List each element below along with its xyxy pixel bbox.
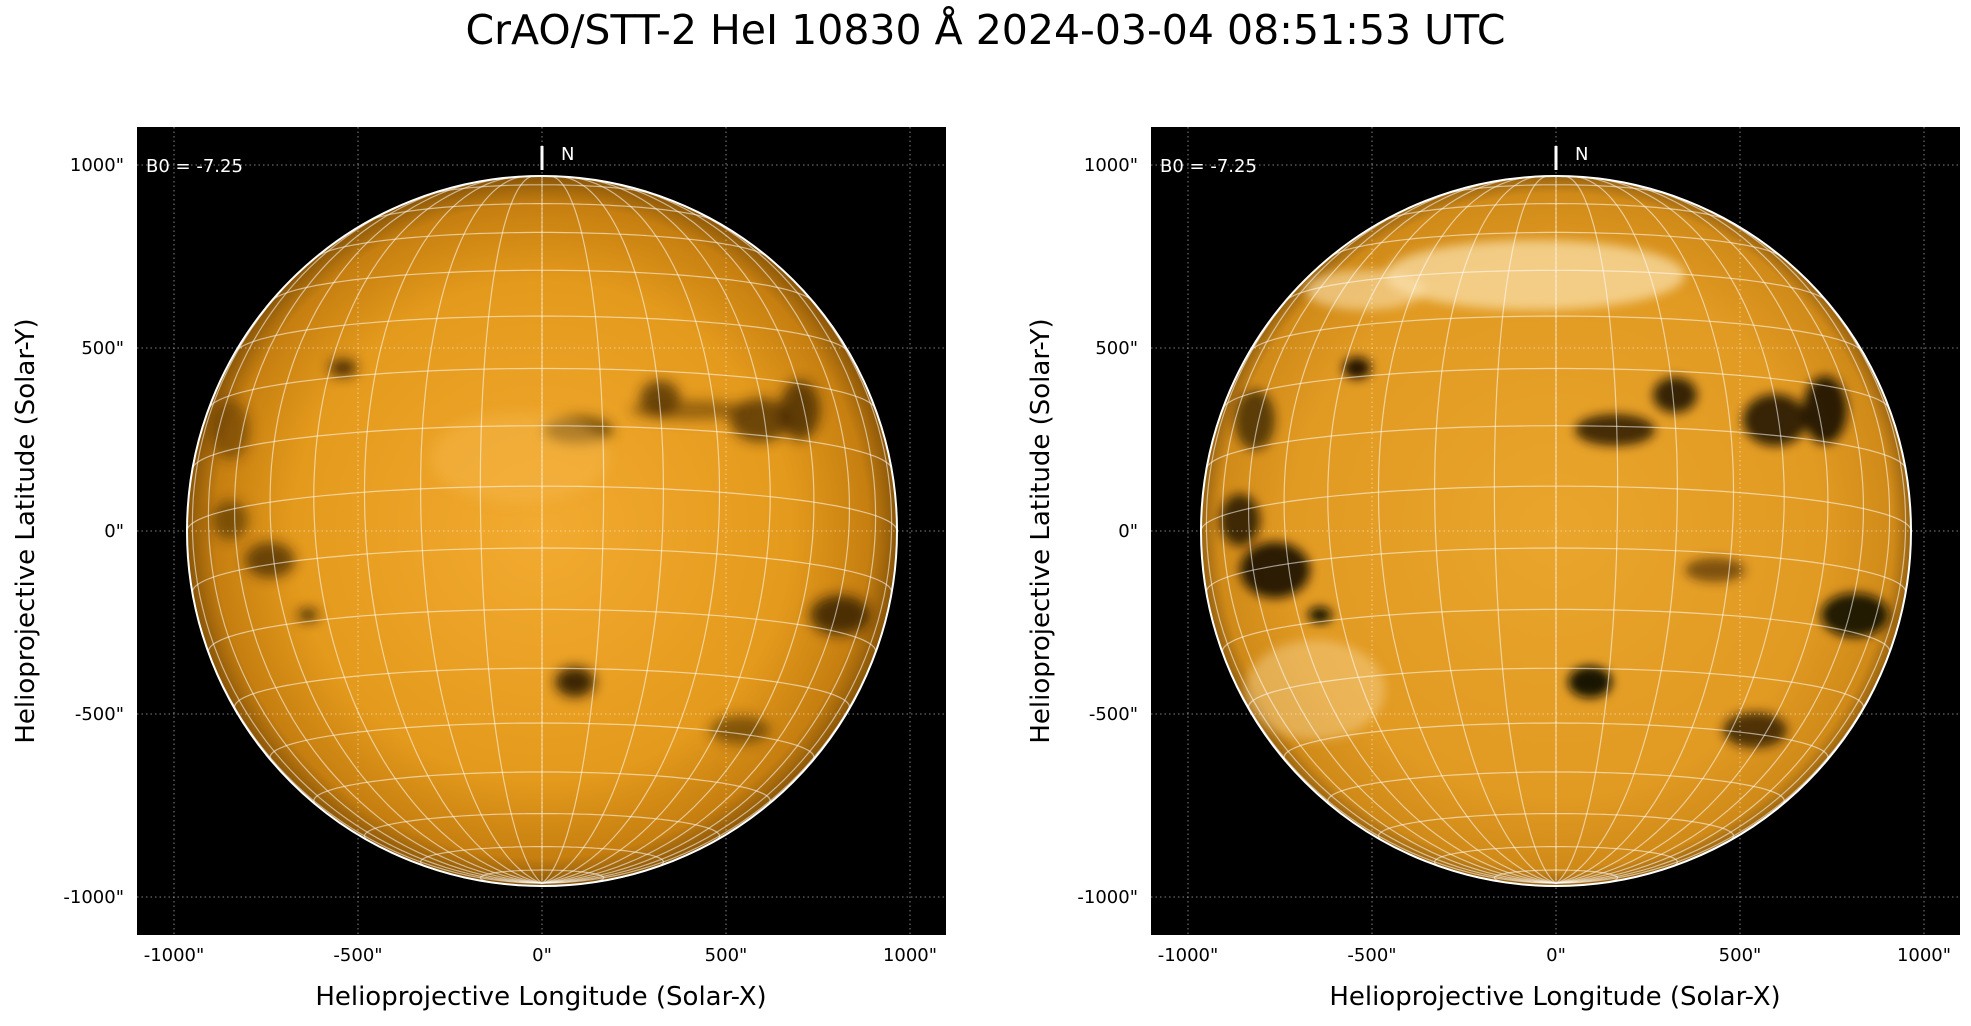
x-tick-label: 0" (532, 945, 552, 966)
x-tick-label: -500" (333, 945, 382, 966)
grid-line (191, 547, 893, 593)
y-tick-label: 0" (104, 521, 124, 542)
grid-line (1222, 367, 1890, 408)
grid-line (191, 248, 543, 884)
grid-line (1327, 177, 1557, 884)
grid-line (1330, 231, 1782, 257)
grid-line (541, 248, 893, 884)
grid-line (233, 185, 543, 884)
grid-line (541, 198, 877, 884)
y-tick-label: 500" (81, 338, 124, 359)
x-axis-label: Helioprojective Longitude (Solar-X) (1329, 982, 1780, 1012)
grid-line (207, 198, 543, 884)
y-tick-label: 1000" (1084, 155, 1138, 176)
b0-label: B0 = -7.25 (1160, 156, 1257, 177)
grid-line (541, 177, 771, 884)
grid-line (1555, 177, 1785, 884)
grid-line (272, 269, 812, 301)
x-axis: -1000" -500" 0" 500" 1000" (144, 945, 937, 966)
y-tick-label: 1000" (70, 155, 124, 176)
y-tick-label: 0" (1118, 521, 1138, 542)
grid-line (419, 846, 665, 868)
north-label: N (1575, 144, 1588, 165)
x-tick-label: 0" (1546, 945, 1566, 966)
x-axis-label: Helioprojective Longitude (Solar-X) (315, 982, 766, 1012)
grid-line (316, 231, 768, 257)
b0-label: B0 = -7.25 (146, 156, 243, 177)
solar-image-panel-right: N B0 = -7.25 1000" 500" 0" -500" -1000" … (1026, 127, 1960, 1012)
x-tick-label: -1000" (144, 945, 205, 966)
x-tick-label: 1000" (883, 945, 937, 966)
figure-title: CrAO/STT-2 HeI 10830 Å 2024-03-04 08:51:… (465, 6, 1506, 54)
grid-line (479, 176, 543, 884)
grid-line (1555, 176, 1679, 884)
grid-line (1247, 185, 1557, 884)
grid-line (1205, 248, 1557, 884)
grid-line (1433, 176, 1557, 884)
grid-line (1201, 485, 1911, 532)
grid-line (269, 722, 815, 762)
solar-image-panel-left: N B0 = -7.25 1000" 500" 0" -500" -1000" … (11, 127, 946, 1012)
grid-line (1205, 547, 1907, 593)
y-axis-label: Helioprojective Latitude (Solar-Y) (11, 318, 41, 743)
y-tick-label: 500" (1095, 338, 1138, 359)
x-tick-label: 1000" (1897, 945, 1951, 966)
x-axis: -1000" -500" 0" 500" 1000" (1158, 945, 1951, 966)
grid-line (419, 176, 543, 884)
grid-line (192, 425, 892, 469)
grid-line (208, 367, 876, 408)
grid-line (1283, 722, 1829, 762)
grid-line (1555, 248, 1907, 884)
grid-line (1206, 425, 1906, 469)
grid-line (1433, 846, 1679, 868)
x-tick-label: -1000" (1158, 945, 1219, 966)
grid-line (541, 176, 665, 884)
grid-line (1286, 269, 1826, 301)
grid-line (313, 177, 543, 884)
grid-line (1221, 198, 1557, 884)
grid-line (1377, 176, 1557, 884)
y-axis: 1000" 500" 0" -500" -1000" (63, 155, 124, 908)
grid-line (541, 176, 721, 884)
grid-line (429, 184, 655, 195)
x-tick-label: 500" (705, 945, 748, 966)
x-tick-label: -500" (1347, 945, 1396, 966)
y-axis-label: Helioprojective Latitude (Solar-Y) (1026, 318, 1056, 743)
y-tick-label: -1000" (1077, 887, 1138, 908)
y-tick-label: -500" (1089, 704, 1138, 725)
dark-filaments (1220, 240, 1889, 748)
grid-line (363, 176, 543, 884)
grid-line (1555, 185, 1865, 884)
grid-line (1555, 176, 1735, 884)
y-tick-label: -500" (75, 704, 124, 725)
grid-line (1555, 176, 1619, 884)
grid-line (1555, 198, 1891, 884)
grid-line (363, 813, 721, 842)
grid-line (541, 185, 851, 884)
x-tick-label: 500" (1719, 945, 1762, 966)
grid-line (1493, 176, 1557, 884)
grid-line (1443, 184, 1669, 195)
y-axis: 1000" 500" 0" -500" -1000" (1077, 155, 1138, 908)
north-label: N (561, 144, 574, 165)
grid-line (541, 176, 605, 884)
grid-line (1377, 813, 1735, 842)
grid-line (187, 485, 897, 532)
y-tick-label: -1000" (63, 887, 124, 908)
